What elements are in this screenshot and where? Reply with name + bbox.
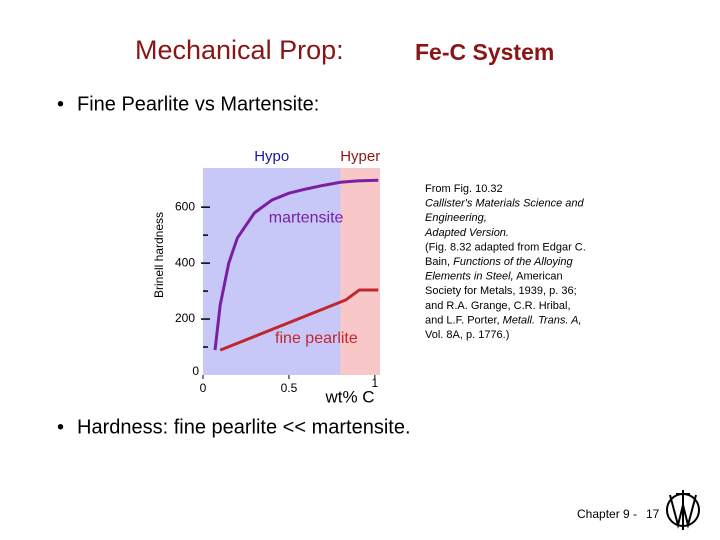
- title-main: Mechanical Prop:: [135, 35, 344, 65]
- citation-line: Adapted Version.: [424, 227, 509, 239]
- citation-segment: Engineering,: [425, 212, 487, 224]
- y-tick-label: 600: [175, 199, 195, 213]
- series-line: [219, 288, 379, 352]
- citation-line: Callister's Materials Science and: [425, 198, 584, 210]
- citation-segment: From Fig. 10.32: [425, 183, 503, 195]
- citation-line: Society for Metals, 1939, p. 36;: [425, 285, 577, 297]
- citation-line: and L.F. Porter, Metall. Trans. A,: [425, 314, 582, 326]
- citation-segment: and R.A. Grange, C.R. Hribal,: [425, 300, 571, 312]
- citation-segment: Callister's Materials Science and: [425, 198, 584, 210]
- citation-segment: American: [514, 271, 563, 283]
- x-axis-label: wt% C: [324, 387, 374, 406]
- bullet-text: Hardness: fine pearlite << martensite.: [77, 416, 411, 438]
- y-tick-label: 400: [175, 255, 195, 269]
- footer-chapter: Chapter 9 -: [577, 507, 637, 521]
- region: [340, 168, 380, 375]
- citation-line: Bain, Functions of the Alloying: [425, 256, 573, 268]
- bullet-dot: •: [57, 416, 64, 438]
- citation-segment: Metall. Trans. A,: [503, 314, 582, 326]
- citation-line: and R.A. Grange, C.R. Hribal,: [425, 300, 571, 312]
- citation-segment: Elements in Steel,: [425, 271, 514, 283]
- series-line: [213, 178, 379, 351]
- citation-segment: Functions of the Alloying: [453, 256, 573, 268]
- citation-segment: Bain,: [425, 256, 453, 268]
- region-label: Hypo: [254, 148, 289, 165]
- y-tick-label: 200: [175, 311, 195, 325]
- citation-line: From Fig. 10.32: [425, 183, 503, 195]
- citation-segment: Adapted Version.: [424, 227, 509, 239]
- footer-page: 17: [646, 507, 660, 521]
- citation-line: Vol. 8A, p. 1776.): [425, 329, 509, 341]
- series-label: martensite: [269, 210, 344, 227]
- x-tick-label: 0.5: [281, 381, 298, 395]
- citation-segment: (Fig. 8.32 adapted from Edgar C.: [425, 241, 586, 253]
- x-tick-label: 1: [372, 376, 379, 390]
- bullet-dot: •: [57, 93, 64, 115]
- y-tick-label: 0: [192, 364, 199, 378]
- citation-segment: Vol. 8A, p. 1776.): [425, 329, 509, 341]
- x-tick-label: 0: [200, 381, 207, 395]
- bullet-text: Fine Pearlite vs Martensite:: [77, 93, 319, 115]
- region-label: Hyper: [340, 148, 380, 165]
- y-axis-label: Brinell hardness: [152, 212, 166, 298]
- citation-segment: and L.F. Porter,: [425, 314, 503, 326]
- citation-line: Engineering,: [425, 212, 487, 224]
- title-sub: Fe-C System: [415, 39, 554, 65]
- citation-line: Elements in Steel, American: [425, 271, 563, 283]
- series-label: fine pearlite: [275, 330, 358, 347]
- logo: [666, 490, 700, 530]
- citation-segment: Society for Metals, 1939, p. 36;: [425, 285, 577, 297]
- citation-line: (Fig. 8.32 adapted from Edgar C.: [425, 241, 586, 253]
